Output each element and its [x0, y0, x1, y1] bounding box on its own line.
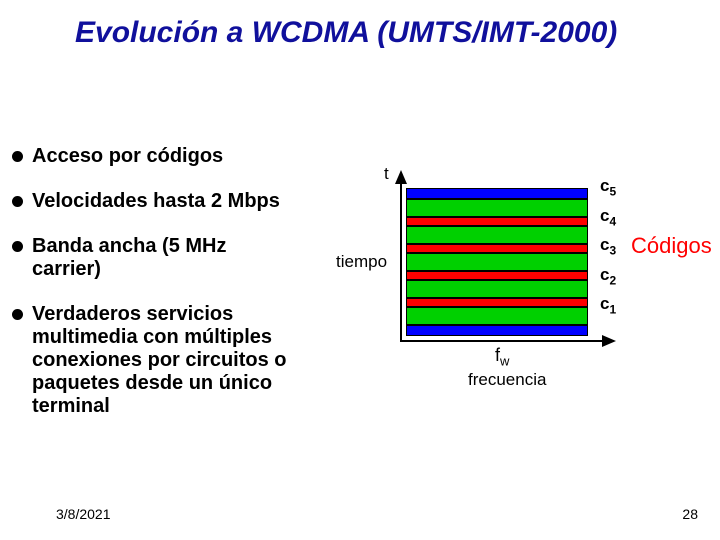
code-band	[406, 307, 588, 325]
arrow-up-icon	[395, 170, 407, 184]
bullet-dot-icon	[12, 309, 23, 320]
footer-date: 3/8/2021	[56, 506, 111, 522]
bullet-list: Acceso por códigos Velocidades hasta 2 M…	[12, 145, 292, 440]
arrow-right-icon	[602, 335, 616, 347]
cdma-diagram: t	[400, 170, 610, 340]
bullet-item: Banda ancha (5 MHz carrier)	[12, 235, 292, 281]
y-axis	[400, 180, 402, 340]
bullet-text: Banda ancha (5 MHz carrier)	[32, 235, 292, 281]
codigos-label: Códigos	[631, 233, 712, 259]
c-label: c1	[600, 290, 616, 320]
title-text: Evolución a WCDMA (UMTS/IMT-2000)	[75, 16, 617, 49]
code-band	[406, 280, 588, 298]
codigos-text: Códigos	[631, 233, 712, 258]
fw-sub: w	[500, 354, 509, 369]
code-labels: c5c4c3c2c1	[600, 172, 616, 320]
c-label: c4	[600, 202, 616, 232]
bullet-dot-icon	[12, 241, 23, 252]
code-band	[406, 188, 588, 199]
code-band	[406, 253, 588, 271]
code-band	[406, 298, 588, 307]
code-band	[406, 217, 588, 226]
bullet-item: Verdaderos servicios multimedia con múlt…	[12, 303, 292, 418]
c-label: c3	[600, 231, 616, 261]
bullet-item: Acceso por códigos	[12, 145, 292, 168]
c-label: c2	[600, 261, 616, 291]
bullet-text: Velocidades hasta 2 Mbps	[32, 190, 280, 213]
code-layers	[406, 188, 588, 336]
tiempo-label: tiempo	[336, 252, 387, 272]
fw-label: fw	[495, 345, 509, 369]
bullet-dot-icon	[12, 196, 23, 207]
page-title: Evolución a WCDMA (UMTS/IMT-2000)	[75, 15, 635, 51]
bullet-text: Acceso por códigos	[32, 145, 223, 168]
bullet-item: Velocidades hasta 2 Mbps	[12, 190, 292, 213]
code-band	[406, 325, 588, 336]
code-band	[406, 199, 588, 217]
code-band	[406, 244, 588, 253]
code-band	[406, 226, 588, 244]
frecuencia-label: frecuencia	[468, 370, 546, 390]
footer-page: 28	[682, 506, 698, 522]
c-label: c5	[600, 172, 616, 202]
t-label: t	[384, 164, 389, 184]
bullet-dot-icon	[12, 151, 23, 162]
code-band	[406, 271, 588, 280]
bullet-text: Verdaderos servicios multimedia con múlt…	[32, 303, 292, 418]
x-axis	[400, 340, 610, 342]
